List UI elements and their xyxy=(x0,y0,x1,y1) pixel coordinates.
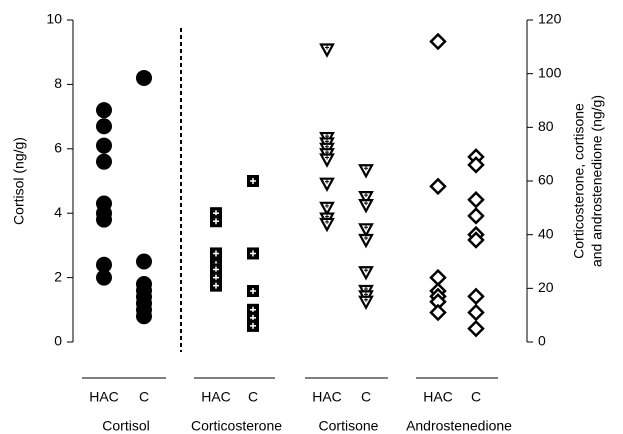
point xyxy=(358,199,374,214)
point xyxy=(96,137,112,154)
point xyxy=(319,153,335,168)
point xyxy=(467,231,485,249)
point-cross xyxy=(213,250,219,257)
point xyxy=(96,211,112,228)
point xyxy=(467,207,485,225)
point xyxy=(136,308,152,325)
group-label: Androstenedione xyxy=(406,418,512,434)
y-tick-label: 0 xyxy=(54,333,62,349)
point-cross xyxy=(250,314,256,321)
point xyxy=(136,69,152,86)
point xyxy=(96,269,112,286)
y-tick-label: 2 xyxy=(54,268,62,284)
point xyxy=(467,303,485,322)
y-tick-label: 6 xyxy=(54,140,62,156)
y2-tick-label: 60 xyxy=(538,172,554,188)
point xyxy=(467,191,485,209)
x-tick-label: C xyxy=(248,389,258,405)
x-tick-label: HAC xyxy=(312,389,342,405)
point xyxy=(467,156,485,174)
point-cross xyxy=(213,274,219,281)
point xyxy=(319,43,335,58)
point-cross xyxy=(364,236,368,241)
point-cross xyxy=(325,203,329,208)
y2-tick-label: 20 xyxy=(538,279,554,295)
y-axis-label: Cortisol (ng/g) xyxy=(11,137,27,225)
group-label: Corticosterone xyxy=(191,418,282,434)
group-label: Cortisol xyxy=(102,418,149,434)
point xyxy=(358,295,374,311)
point xyxy=(467,287,485,306)
point-cross xyxy=(213,218,219,225)
y-tick-label: 8 xyxy=(54,75,62,91)
point xyxy=(96,256,112,273)
point-cross xyxy=(250,322,256,329)
point xyxy=(319,217,335,233)
y-tick-label: 4 xyxy=(54,204,62,220)
point xyxy=(358,191,374,206)
point-cross xyxy=(364,268,368,273)
point-cross xyxy=(325,155,329,160)
point xyxy=(358,223,374,238)
point xyxy=(319,177,335,192)
point-cross xyxy=(364,225,368,230)
y2-axis-label: and androstenedione (ng/g) xyxy=(589,95,605,267)
point-cross xyxy=(325,219,329,224)
point-cross xyxy=(250,306,256,313)
point xyxy=(358,164,374,179)
point xyxy=(96,102,112,119)
y2-tick-label: 120 xyxy=(538,11,562,27)
y2-tick-label: 80 xyxy=(538,118,554,134)
point-cross xyxy=(364,193,368,198)
x-tick-label: C xyxy=(471,389,481,405)
point xyxy=(358,266,374,281)
y2-tick-label: 100 xyxy=(538,64,562,80)
x-tick-label: HAC xyxy=(89,389,119,405)
point-cross xyxy=(213,282,219,289)
point-cross xyxy=(325,45,329,50)
point-cross xyxy=(250,288,256,295)
y2-axis-label: Corticosterone, cortisone xyxy=(571,103,587,259)
point-cross xyxy=(364,201,368,206)
point-cross xyxy=(364,297,368,302)
group-label: Cortisone xyxy=(319,418,379,434)
point-cross xyxy=(325,179,329,184)
y2-tick-label: 40 xyxy=(538,225,554,241)
point xyxy=(136,253,152,270)
point-cross xyxy=(250,250,256,257)
x-tick-label: C xyxy=(139,389,149,405)
point xyxy=(429,32,447,51)
point xyxy=(358,233,374,249)
y-tick-label: 10 xyxy=(46,11,62,27)
point xyxy=(96,118,112,135)
point-cross xyxy=(213,266,219,273)
point-cross xyxy=(364,166,368,171)
x-tick-label: C xyxy=(361,389,371,405)
point xyxy=(429,303,447,322)
point xyxy=(96,153,112,170)
point-cross xyxy=(213,210,219,217)
x-tick-label: HAC xyxy=(201,389,231,405)
point xyxy=(319,201,335,217)
y2-tick-label: 0 xyxy=(538,333,546,349)
point xyxy=(467,319,485,338)
x-tick-label: HAC xyxy=(423,389,453,405)
point-cross xyxy=(250,178,256,184)
point xyxy=(429,177,447,196)
